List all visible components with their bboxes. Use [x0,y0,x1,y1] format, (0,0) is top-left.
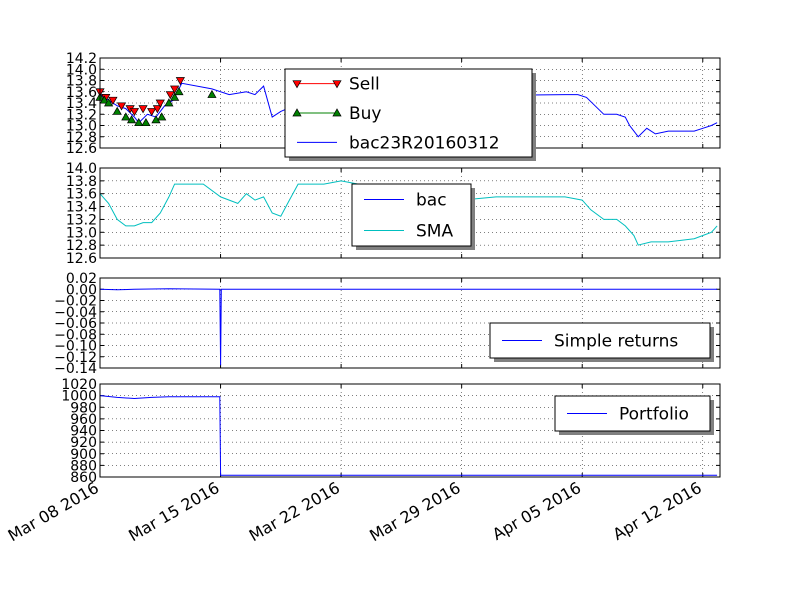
y-tick-label: 1020 [61,377,97,393]
x-tick-label: Mar 22 2016 [246,478,343,545]
buy-marker [126,115,137,124]
y-tick-label: 13.2 [66,107,97,123]
y-tick-label: 13.6 [66,85,97,101]
y-tick-label: 13.4 [66,96,97,112]
legend-box [351,183,472,247]
y-tick-label: −0.10 [54,339,97,355]
y-tick-label: −0.12 [54,350,97,366]
y-tick-label: 880 [70,458,97,474]
y-tick-label: 0.00 [66,282,97,298]
y-tick-label: 0.02 [66,271,97,287]
x-tick-label: Apr 12 2016 [610,478,705,544]
legend-marker [332,80,342,89]
y-tick-label: 860 [70,470,97,486]
y-tick-label: −0.02 [54,294,97,310]
y-tick-label: 14.0 [66,62,97,78]
x-tick-label: Mar 15 2016 [125,478,222,545]
axes-frame [99,277,721,369]
legend-label: Simple returns [554,332,678,352]
buy-marker [164,98,174,107]
buy-marker [157,112,167,121]
legend-label: SMA [416,222,453,242]
y-tick-label: 13.2 [66,212,97,228]
x-tick-label: Mar 29 2016 [366,478,463,545]
y-tick-label: 1000 [61,389,97,405]
legend-label: bac [416,191,447,211]
sell-marker [108,96,118,105]
series-line [99,288,718,366]
y-tick-label: 12.8 [66,238,97,254]
legend-label: Portfolio [619,405,689,425]
buy-marker [112,106,122,115]
y-tick-label: −0.04 [54,305,97,321]
axes-frame [99,167,721,259]
sell-marker [152,105,163,114]
buy-marker [174,87,184,96]
y-tick-label: 12.6 [66,251,97,267]
series-line [99,180,718,246]
sell-marker [155,99,165,108]
y-tick-label: 13.0 [66,225,97,241]
y-tick-label: 14.2 [66,51,97,67]
legend-marker [292,80,302,89]
sell-marker [165,91,175,100]
x-tick-label: Mar 08 2016 [5,478,102,545]
y-tick-label: 13.0 [66,119,97,135]
y-tick-label: 13.6 [66,187,97,203]
buy-marker [134,117,144,127]
buy-marker [170,92,180,101]
y-tick-label: 13.8 [66,74,97,90]
y-tick-label: 12.8 [66,130,97,146]
buy-marker [121,112,131,121]
y-tick-label: 960 [70,412,97,428]
sell-marker [175,77,185,86]
y-tick-label: 980 [70,400,97,416]
panel-2: 14.013.813.613.413.213.012.812.6 bac SMA [66,161,721,267]
sell-marker [116,102,127,111]
y-tick-label: 12.6 [66,141,97,157]
legend-label: Sell [349,75,380,95]
y-tick-label: 14.0 [66,161,97,177]
buy-marker [207,89,217,98]
x-tick-label: Apr 05 2016 [489,478,584,544]
y-tick-label: 920 [70,435,97,451]
legend-label: Buy [349,104,382,124]
axes-frame [99,383,721,478]
y-tick-label: −0.08 [54,327,97,343]
y-tick-label: 940 [70,424,97,440]
buy-marker [99,95,109,104]
y-tick-label: −0.06 [54,316,97,332]
series-line [99,395,718,476]
legend-marker [292,108,302,117]
y-tick-label: 13.8 [66,174,97,190]
sell-marker [147,108,157,117]
y-tick-label: 900 [70,447,97,463]
legend-marker [332,108,342,117]
sell-marker [129,108,140,117]
buy-marker [141,117,151,127]
buy-marker [104,98,114,107]
y-tick-label: 13.4 [66,200,97,216]
panel-3: 0.020.00−0.02−0.04−0.06−0.08−0.10−0.12−0… [54,271,721,377]
sell-marker [138,105,148,114]
legend-label: bac23R20160312 [349,133,500,153]
panel-1: 14.214.013.813.613.413.213.012.812.6 Sell… [66,51,721,161]
sell-marker [170,85,180,94]
y-tick-label: −0.14 [54,361,97,377]
